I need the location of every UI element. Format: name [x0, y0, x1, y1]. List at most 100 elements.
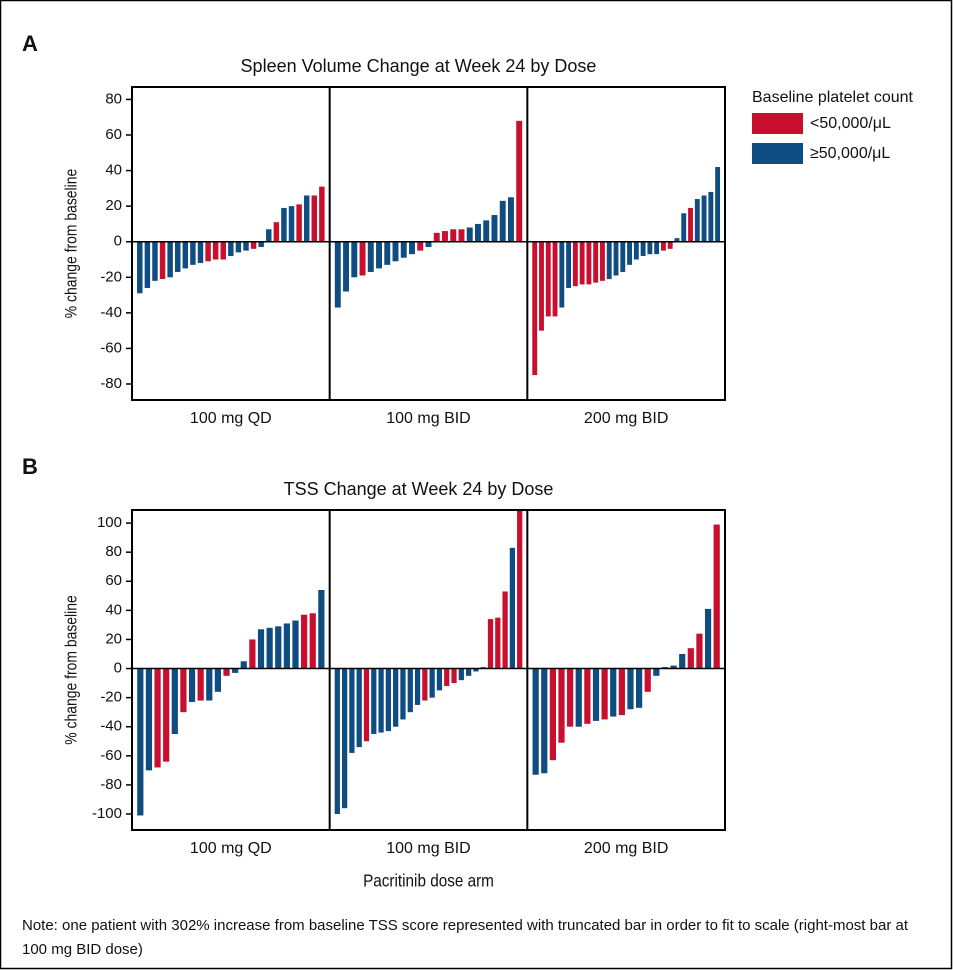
bar	[696, 633, 703, 669]
bar	[653, 668, 660, 676]
bar	[378, 668, 384, 733]
bar	[182, 241, 189, 269]
bar	[688, 207, 693, 242]
bar	[567, 668, 574, 727]
bar	[228, 241, 234, 256]
bar	[618, 668, 625, 716]
bar	[206, 668, 213, 701]
bar	[334, 241, 341, 308]
bar	[188, 668, 196, 702]
bar	[670, 665, 677, 669]
bar	[579, 241, 585, 285]
bar	[266, 229, 272, 242]
bar	[392, 241, 399, 262]
bar	[197, 668, 204, 701]
y-tick-label: -60	[100, 747, 122, 764]
bar	[572, 241, 578, 287]
bar	[311, 195, 318, 242]
bar	[167, 241, 173, 278]
bar	[549, 668, 556, 761]
bar	[674, 238, 680, 242]
bar	[473, 668, 479, 672]
y-tick-label: 100	[97, 514, 122, 531]
chart-title: TSS Change at Week 24 by Dose	[284, 479, 554, 499]
bar	[499, 200, 506, 242]
bar	[679, 654, 686, 669]
bar	[190, 241, 196, 265]
bar	[633, 241, 639, 260]
bar	[422, 668, 428, 701]
bar	[393, 668, 399, 727]
bar	[288, 206, 295, 242]
bar	[458, 668, 464, 681]
plot-frame	[131, 509, 726, 831]
bar	[466, 227, 473, 242]
y-tick-label: 40	[105, 601, 122, 618]
bar	[275, 626, 282, 669]
bar	[575, 668, 582, 727]
bar	[715, 167, 721, 242]
bar	[197, 241, 204, 264]
legend-title: Baseline platelet count	[752, 89, 914, 106]
y-tick-label: -80	[100, 776, 122, 793]
x-category-label: 100 mg QD	[190, 410, 272, 427]
bar	[400, 668, 406, 720]
bar	[600, 241, 605, 281]
bar	[171, 668, 178, 734]
y-tick-label: 80	[105, 90, 122, 107]
bar	[687, 648, 694, 669]
bar	[235, 241, 242, 253]
bar	[292, 620, 299, 669]
bar	[539, 241, 544, 331]
y-tick-label: -80	[100, 375, 122, 392]
bar	[341, 668, 348, 809]
bar	[584, 668, 591, 724]
bar	[301, 614, 308, 669]
bar	[159, 241, 166, 280]
x-category-label: 200 mg BID	[584, 410, 668, 427]
bar	[303, 195, 310, 242]
bar	[145, 668, 153, 771]
bar	[309, 613, 316, 669]
chart-title: Spleen Volume Change at Week 24 by Dose	[241, 56, 597, 76]
bar	[144, 241, 151, 288]
bar	[532, 668, 539, 775]
bar	[257, 629, 265, 669]
bar	[433, 232, 440, 242]
bar	[281, 207, 287, 242]
bar	[414, 668, 421, 705]
y-tick-label: 60	[105, 572, 122, 589]
bar	[343, 241, 350, 292]
panel-letter: A	[22, 31, 38, 56]
y-axis-label: % change from baseline	[62, 169, 81, 318]
y-tick-label: -20	[100, 689, 122, 706]
bar	[654, 241, 660, 255]
note: Note: one patient with 302% increase fro…	[22, 917, 909, 958]
bar	[363, 668, 370, 742]
bar	[152, 241, 158, 281]
bar	[606, 241, 612, 280]
y-tick-label: -100	[92, 805, 122, 822]
bar	[250, 241, 257, 249]
bar	[667, 241, 673, 249]
bar	[647, 241, 653, 255]
bar	[258, 241, 264, 248]
bar	[371, 668, 377, 734]
bar	[319, 186, 325, 242]
bar	[610, 668, 617, 717]
bar	[137, 668, 144, 816]
y-axis-label: % change from baseline	[62, 595, 81, 744]
bar	[243, 241, 249, 251]
y-tick-label: 20	[105, 197, 122, 214]
bar	[429, 668, 435, 698]
bar	[516, 120, 523, 242]
y-tick-label: -40	[100, 718, 122, 735]
bar	[240, 661, 247, 669]
bar	[541, 668, 548, 774]
bar	[559, 241, 565, 308]
bar	[586, 241, 592, 285]
bar	[592, 668, 600, 721]
bar	[517, 510, 523, 669]
bar	[334, 668, 340, 814]
